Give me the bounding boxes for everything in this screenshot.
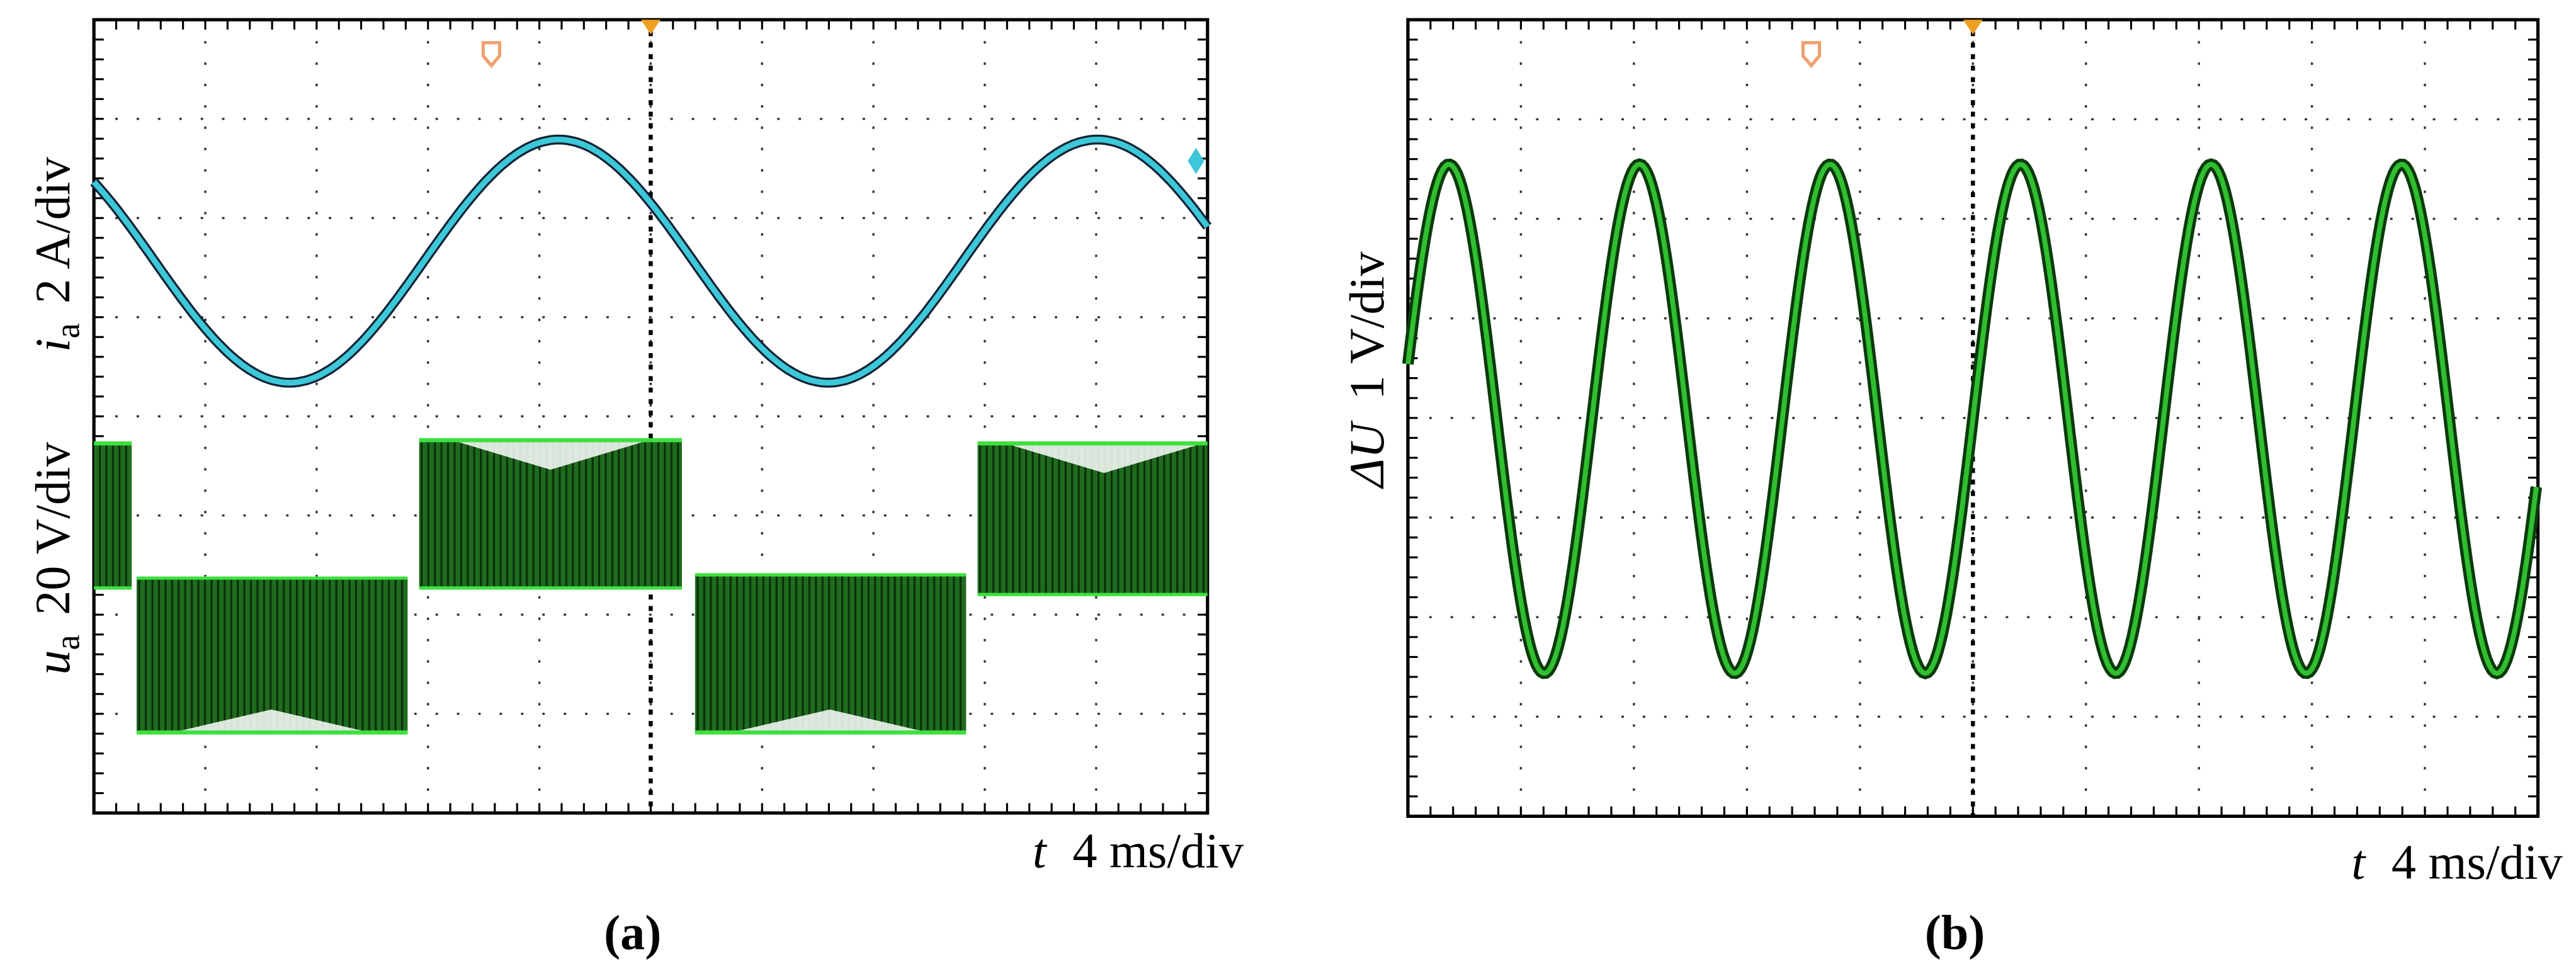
scale: 4 ms/div	[1072, 823, 1244, 878]
x-label: t 4 ms/div	[1033, 823, 1244, 878]
subscript: a	[48, 635, 87, 650]
symbol: ΔU	[1339, 420, 1394, 489]
scale: 1 V/div	[1339, 251, 1394, 400]
delta-u-trace	[1405, 161, 2539, 676]
scale: 4 ms/div	[2392, 835, 2563, 890]
subscript: a	[48, 323, 87, 338]
voltage-notch	[173, 709, 370, 733]
symbol: t	[2351, 835, 2366, 890]
trigger-marker	[640, 20, 661, 35]
y-label-delta-u: ΔU 1 V/div	[1339, 251, 1394, 489]
channel-marker	[1188, 147, 1205, 174]
symbol: u	[25, 650, 80, 674]
panel-label: (b)	[1925, 905, 1985, 960]
x-label: t 4 ms/div	[2351, 835, 2563, 890]
symbol: t	[1033, 823, 1048, 878]
voltage-block	[695, 574, 967, 733]
voltage-block	[94, 443, 132, 588]
y-label-current: ia 2 A/div	[25, 156, 87, 352]
cursor-marker	[1801, 41, 1822, 69]
scale: 2 A/div	[25, 156, 80, 303]
y-label-voltage: ua 20 V/div	[25, 441, 87, 674]
voltage-notch	[1005, 443, 1203, 473]
voltage-notch	[451, 440, 649, 470]
current-trace	[91, 137, 1210, 386]
cursor-marker	[481, 41, 502, 69]
voltage-notch	[731, 709, 929, 733]
scale: 20 V/div	[25, 441, 80, 615]
symbol: i	[25, 339, 80, 353]
panel-label: (a)	[604, 905, 661, 960]
trigger-marker	[1963, 20, 1983, 35]
voltage-block	[136, 578, 408, 733]
